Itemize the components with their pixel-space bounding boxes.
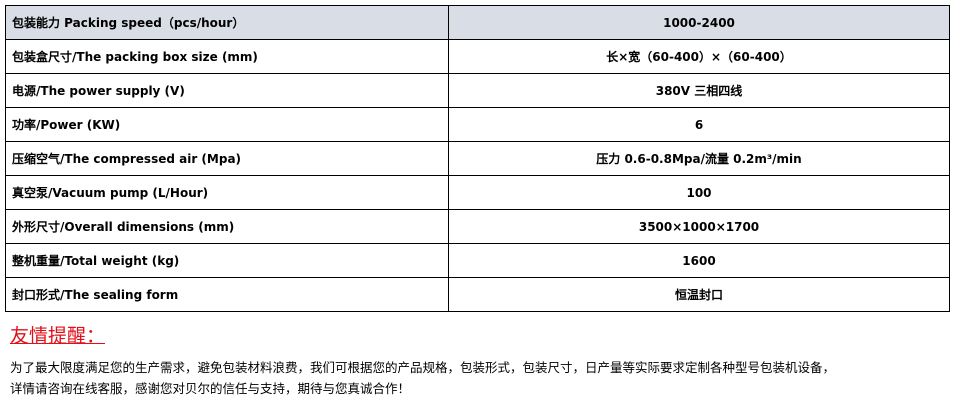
spec-label: 封口形式/The sealing form: [5, 277, 449, 312]
spec-label: 功率/Power (KW): [5, 107, 449, 142]
notice-line: 为了最大限度满足您的生产需求，避免包装材料浪费，我们可根据您的产品规格，包装形式…: [10, 360, 836, 375]
spec-label: 包装盒尺寸/The packing box size (mm): [5, 39, 449, 74]
notice-line: 详情请咨询在线客服，感谢您对贝尔的信任与支持，期待与您真诚合作！: [10, 381, 411, 396]
table-row: 整机重量/Total weight (kg) 1600: [5, 243, 950, 278]
spec-label: 整机重量/Total weight (kg): [5, 243, 449, 278]
notice-text: 为了最大限度满足您的生产需求，避免包装材料浪费，我们可根据您的产品规格，包装形式…: [10, 357, 950, 399]
spec-label: 包装能力 Packing speed（pcs/hour）: [5, 5, 449, 40]
spec-value: 6: [448, 107, 950, 142]
table-row: 电源/The power supply (V) 380V 三相四线: [5, 73, 950, 108]
table-row: 真空泵/Vacuum pump (L/Hour) 100: [5, 175, 950, 210]
spec-label: 外形尺寸/Overall dimensions (mm): [5, 209, 449, 244]
notice-title: 友情提醒：: [10, 325, 106, 347]
spec-value: 1600: [448, 243, 950, 278]
table-row: 功率/Power (KW) 6: [5, 107, 950, 142]
spec-value: 恒温封口: [448, 277, 950, 312]
spec-table: 包装能力 Packing speed（pcs/hour） 1000-2400 包装盒…: [5, 5, 950, 312]
spec-label: 压缩空气/The compressed air (Mpa): [5, 141, 449, 176]
table-row: 包装能力 Packing speed（pcs/hour） 1000-2400: [5, 5, 950, 40]
spec-value: 压力 0.6-0.8Mpa/流量 0.2m³/min: [448, 141, 950, 176]
table-row: 外形尺寸/Overall dimensions (mm) 3500×1000×17…: [5, 209, 950, 244]
spec-label: 真空泵/Vacuum pump (L/Hour): [5, 175, 449, 210]
spec-label: 电源/The power supply (V): [5, 73, 449, 108]
table-row: 包装盒尺寸/The packing box size (mm) 长×宽（60-40…: [5, 39, 950, 74]
table-row: 压缩空气/The compressed air (Mpa) 压力 0.6-0.8M…: [5, 141, 950, 176]
spec-value: 380V 三相四线: [448, 73, 950, 108]
table-row: 封口形式/The sealing form 恒温封口: [5, 277, 950, 312]
spec-value: 1000-2400: [448, 5, 950, 40]
spec-value: 100: [448, 175, 950, 210]
spec-value: 3500×1000×1700: [448, 209, 950, 244]
spec-value: 长×宽（60-400）×（60-400）: [448, 39, 950, 74]
